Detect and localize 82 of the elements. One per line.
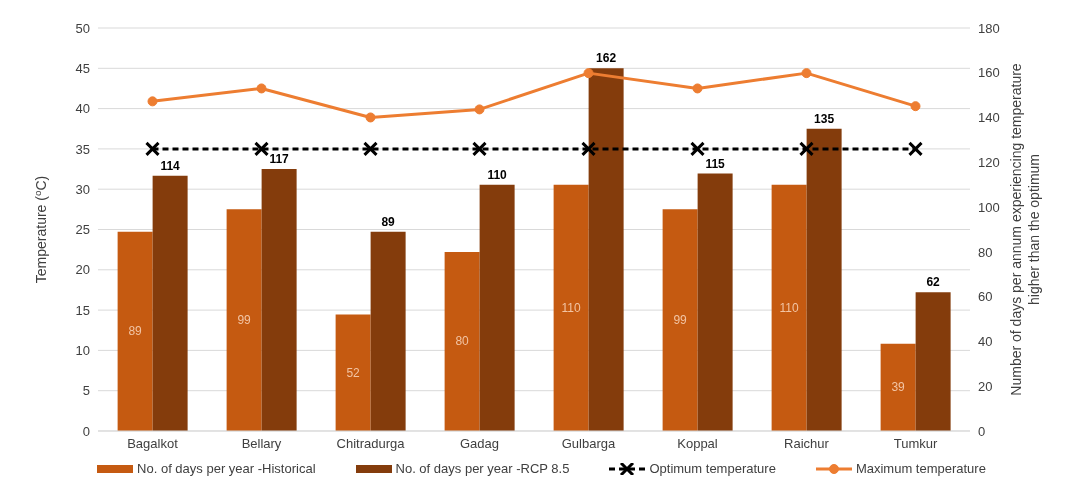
y2-tick-label: 120	[978, 154, 1000, 170]
legend-label: Maximum temperature	[855, 461, 986, 476]
x-tick-label: Chitradurga	[336, 436, 406, 452]
y-tick-label: 10	[75, 343, 90, 359]
y-tick-label: 40	[75, 101, 90, 117]
y2-tick-label: 40	[978, 334, 993, 350]
y2-tick-label: 80	[978, 244, 993, 260]
data-label: 162	[596, 51, 617, 66]
point	[799, 141, 814, 157]
y-tick-label: 35	[75, 141, 90, 157]
y-tick-label: 5	[82, 383, 90, 399]
point	[910, 101, 921, 112]
bar	[152, 175, 188, 431]
legend-label: No. of days per year -RCP 8.5	[395, 461, 570, 476]
y2-tick-label: 20	[978, 378, 993, 394]
data-label: 80	[455, 334, 470, 349]
bar	[444, 251, 480, 431]
y2-tick-label: 180	[978, 20, 1000, 36]
data-label: 117	[269, 152, 290, 167]
legend-label: No. of days per year -Historical	[137, 461, 316, 476]
y-tick-label: 30	[75, 181, 90, 197]
point	[801, 68, 812, 79]
data-label: 52	[346, 365, 361, 380]
bar	[370, 231, 406, 431]
data-label: 110	[487, 167, 508, 182]
data-label: 135	[814, 111, 835, 126]
point	[365, 112, 376, 123]
data-label: 110	[779, 300, 800, 315]
point	[474, 104, 485, 115]
bar	[880, 343, 916, 431]
bar	[226, 209, 262, 431]
point	[908, 141, 923, 157]
y2-tick-label: 100	[978, 199, 1000, 215]
data-label: 99	[673, 313, 688, 328]
data-label: 114	[160, 158, 181, 173]
x-tick-label: Raichur	[784, 436, 830, 452]
y2-tick-label: 140	[978, 110, 1000, 126]
y-tick-label: 50	[75, 20, 90, 36]
point	[472, 141, 487, 157]
point	[692, 83, 703, 94]
bar	[915, 292, 951, 431]
y-tick-label: 15	[75, 302, 90, 318]
bar	[697, 173, 733, 431]
y2-tick-label: 0	[978, 423, 986, 439]
x-tick-label: Tumkur	[893, 436, 938, 452]
bar	[261, 169, 297, 431]
y-tick-label: 20	[75, 262, 90, 278]
data-label: 99	[237, 313, 252, 328]
y2-tick-label: 60	[978, 289, 993, 305]
y-tick-label: 25	[75, 222, 90, 238]
x-tick-label: Bagalkot	[127, 436, 179, 452]
bar	[662, 209, 698, 431]
x-tick-label: Koppal	[677, 436, 718, 452]
x-tick-label: Gulbarga	[561, 436, 617, 452]
point	[256, 83, 267, 94]
y-tick-label: 0	[82, 423, 90, 439]
data-label: 89	[128, 324, 143, 339]
y-tick-label: 45	[75, 60, 90, 76]
data-label: 39	[891, 380, 906, 395]
x-tick-label: Gadag	[459, 436, 500, 452]
x-tick-label: Bellary	[241, 436, 282, 452]
bar	[771, 184, 807, 431]
point	[690, 141, 705, 157]
data-label: 62	[926, 275, 941, 290]
data-label: 89	[381, 214, 396, 229]
bar	[588, 68, 624, 431]
point	[147, 96, 158, 107]
data-label: 115	[705, 156, 726, 171]
y2-tick-label: 160	[978, 65, 1000, 81]
bar	[553, 184, 589, 431]
bar	[479, 184, 515, 431]
point	[254, 141, 269, 157]
bar	[335, 314, 371, 431]
bar	[117, 231, 153, 431]
data-label: 110	[561, 300, 582, 315]
point	[583, 68, 594, 79]
y2-axis-title: Number of days per annum experiencing temperature higher than the optimum	[1008, 63, 1042, 396]
bar	[806, 128, 842, 431]
legend-label: Optimum temperature	[649, 461, 776, 476]
point	[145, 141, 160, 157]
point	[363, 141, 378, 157]
point	[581, 141, 596, 157]
